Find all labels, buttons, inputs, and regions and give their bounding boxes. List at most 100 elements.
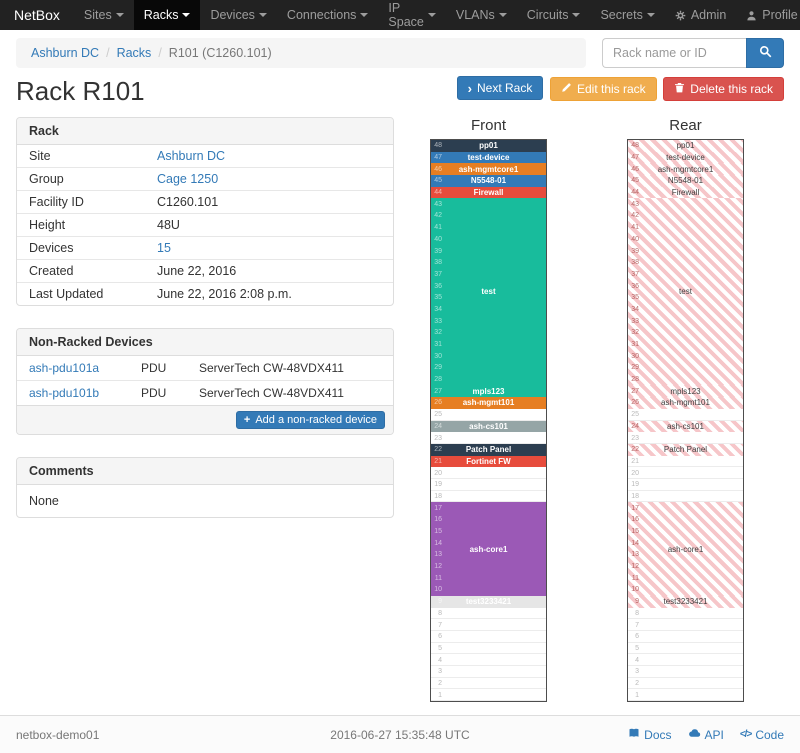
rack-panel-title: Rack bbox=[17, 118, 393, 145]
rack-device-test[interactable]: test bbox=[628, 198, 743, 386]
rack-device-test-device[interactable]: test-device bbox=[628, 151, 743, 164]
unit-number: 36 bbox=[631, 282, 639, 290]
rack-unit-empty bbox=[628, 689, 743, 701]
nav-item-label: Sites bbox=[83, 8, 112, 22]
unit-number: 15 bbox=[434, 528, 442, 536]
unit-number: 46 bbox=[631, 165, 639, 173]
next-rack-label: Next Rack bbox=[476, 81, 533, 95]
search-input[interactable] bbox=[602, 38, 746, 68]
rack-device-pp01[interactable]: pp01 bbox=[628, 140, 743, 152]
rack-device-patch-panel[interactable]: Patch Panel bbox=[431, 443, 546, 456]
nav-item-ip-space[interactable]: IP Space bbox=[378, 0, 445, 30]
unit-number: 10 bbox=[434, 586, 442, 594]
unit-number: 6 bbox=[438, 633, 442, 641]
rack-device-fortinet-fw[interactable]: Fortinet FW bbox=[431, 455, 546, 468]
rack-device-ash-mgmtcore1[interactable]: ash-mgmtcore1 bbox=[628, 163, 743, 176]
next-rack-button[interactable]: › Next Rack bbox=[456, 76, 544, 100]
caret-down-icon bbox=[115, 13, 124, 17]
device-model: ServerTech CW-48VDX411 bbox=[199, 361, 344, 375]
add-non-racked-button[interactable]: + Add a non-racked device bbox=[235, 411, 385, 429]
nav-item-label: Circuits bbox=[526, 8, 569, 22]
nav-item-racks[interactable]: Racks bbox=[133, 0, 201, 30]
unit-number: 44 bbox=[631, 189, 639, 197]
unit-number: 15 bbox=[631, 528, 639, 536]
unit-number: 3 bbox=[438, 668, 442, 676]
non-racked-panel: Non-Racked Devices ash-pdu101a PDU ServerT… bbox=[16, 328, 394, 435]
unit-number: 18 bbox=[434, 492, 442, 500]
nav-item-admin[interactable]: Admin bbox=[665, 0, 736, 30]
nav-item-profile[interactable]: Profile bbox=[736, 0, 800, 30]
delete-rack-button[interactable]: Delete this rack bbox=[663, 76, 784, 101]
breadcrumb-item[interactable]: Racks bbox=[116, 46, 152, 60]
nav-item-devices[interactable]: Devices bbox=[200, 0, 276, 30]
device-label: ash-mgmtcore1 bbox=[458, 164, 519, 174]
nav-item-circuits[interactable]: Circuits bbox=[517, 0, 591, 30]
unit-number: 40 bbox=[434, 235, 442, 243]
breadcrumb-item[interactable]: Ashburn DC bbox=[31, 46, 100, 60]
attr-value-link[interactable]: Cage 1250 bbox=[157, 172, 219, 186]
rack-panel: Rack Site Ashburn DC Group Cage 1250 Facilit… bbox=[16, 117, 394, 306]
rack-device-ash-core1[interactable]: ash-core1 bbox=[431, 502, 546, 596]
rack-device-test-device[interactable]: test-device bbox=[431, 151, 546, 164]
api-link[interactable]: API bbox=[688, 727, 724, 742]
unit-number: 4 bbox=[635, 656, 639, 664]
rack-device-pp01[interactable]: pp01 bbox=[431, 140, 546, 152]
attr-label: Facility ID bbox=[17, 190, 145, 214]
unit-number: 31 bbox=[434, 341, 442, 349]
rack-device-n5548-01[interactable]: N5548-01 bbox=[628, 175, 743, 187]
navbar: NetBox Sites Racks Devices Connections IP Sp… bbox=[0, 0, 800, 30]
rack-device-ash-cs101[interactable]: ash-cs101 bbox=[431, 420, 546, 433]
attr-value: Cage 1250 bbox=[145, 167, 393, 191]
unit-number: 14 bbox=[434, 539, 442, 547]
device-label: Patch Panel bbox=[465, 445, 512, 455]
rack-device-patch-panel[interactable]: Patch Panel bbox=[628, 443, 743, 456]
rack-device-ash-mgmtcore1[interactable]: ash-mgmtcore1 bbox=[431, 163, 546, 176]
rear-rack: pp01 test-device ash-mgmtcore1 N5548-01 Fire… bbox=[627, 139, 744, 702]
nav-item-connections[interactable]: Connections bbox=[277, 0, 379, 30]
rack-unit-empty bbox=[431, 619, 546, 631]
attr-value-link[interactable]: 15 bbox=[157, 241, 171, 255]
attr-value-link[interactable]: Ashburn DC bbox=[157, 149, 226, 163]
device-label: Patch Panel bbox=[663, 445, 708, 455]
brand[interactable]: NetBox bbox=[14, 7, 60, 23]
unit-number: 22 bbox=[631, 446, 639, 454]
edit-rack-button[interactable]: Edit this rack bbox=[549, 76, 657, 101]
rack-attributes-table: Site Ashburn DC Group Cage 1250 Facility ID C… bbox=[17, 145, 393, 305]
rack-device-firewall[interactable]: Firewall bbox=[431, 186, 546, 199]
docs-link[interactable]: Docs bbox=[628, 727, 672, 742]
search-form bbox=[602, 38, 784, 68]
rack-device-test3233421[interactable]: test3233421 bbox=[431, 595, 546, 608]
unit-number: 28 bbox=[434, 376, 442, 384]
unit-number: 5 bbox=[438, 644, 442, 652]
unit-number: 45 bbox=[434, 177, 442, 185]
device-label: pp01 bbox=[676, 141, 695, 151]
unit-number: 32 bbox=[631, 329, 639, 337]
attr-label: Group bbox=[17, 167, 145, 191]
unit-number: 38 bbox=[434, 259, 442, 267]
attr-value: Ashburn DC bbox=[145, 145, 393, 168]
rack-device-mpls123[interactable]: mpls123 bbox=[431, 385, 546, 398]
nav-item-sites[interactable]: Sites bbox=[74, 0, 134, 30]
navbar-right: Admin Profile Log out bbox=[665, 0, 800, 30]
unit-number: 26 bbox=[434, 399, 442, 407]
unit-number: 47 bbox=[631, 154, 639, 162]
rack-device-mpls123[interactable]: mpls123 bbox=[628, 385, 743, 398]
rack-device-ash-mgmt101[interactable]: ash-mgmt101 bbox=[628, 397, 743, 409]
rack-device-test3233421[interactable]: test3233421 bbox=[628, 595, 743, 608]
rack-device-ash-cs101[interactable]: ash-cs101 bbox=[628, 420, 743, 433]
device-link[interactable]: ash-pdu101b bbox=[29, 386, 100, 400]
unit-number: 23 bbox=[434, 434, 442, 442]
breadcrumb-item: R101 (C1260.101) bbox=[168, 46, 272, 60]
rack-device-ash-mgmt101[interactable]: ash-mgmt101 bbox=[431, 397, 546, 409]
device-link[interactable]: ash-pdu101a bbox=[29, 361, 100, 375]
rack-device-firewall[interactable]: Firewall bbox=[628, 186, 743, 199]
nav-item-secrets[interactable]: Secrets bbox=[590, 0, 664, 30]
rack-device-n5548-01[interactable]: N5548-01 bbox=[431, 175, 546, 187]
code-link[interactable]: </> Code bbox=[740, 727, 784, 742]
nav-item-vlans[interactable]: VLANs bbox=[446, 0, 517, 30]
rack-device-ash-core1[interactable]: ash-core1 bbox=[628, 502, 743, 596]
device-label: ash-mgmt101 bbox=[661, 398, 710, 408]
rack-device-test[interactable]: test bbox=[431, 198, 546, 386]
rack-unit-empty bbox=[431, 689, 546, 701]
search-button[interactable] bbox=[746, 38, 784, 68]
